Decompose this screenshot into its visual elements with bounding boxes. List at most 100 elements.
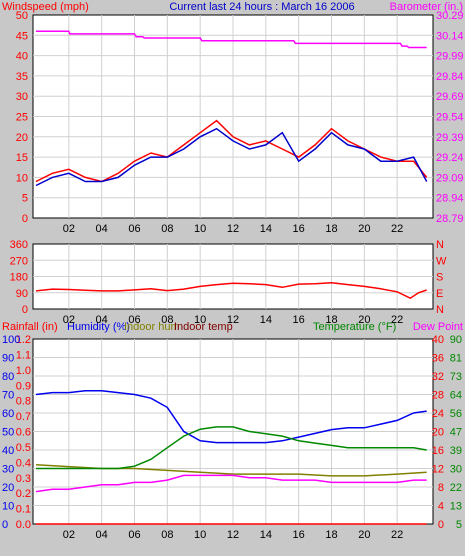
temp-fahrenheit-tick-label: 90	[450, 334, 462, 346]
x-tick-label: 20	[358, 223, 370, 235]
windspeed-tick-label: 5	[22, 193, 28, 205]
humidity-tick-label: 30	[2, 464, 14, 476]
x-tick-label: 22	[391, 529, 403, 541]
x-tick-label: 14	[260, 529, 272, 541]
legend-indoor-humidity: Indoor hum	[124, 321, 180, 333]
barometer-tick-label: 29.99	[436, 51, 464, 63]
windspeed-tick-label: 40	[16, 51, 28, 63]
x-tick-label: 16	[293, 529, 305, 541]
windspeed-tick-label: 25	[16, 112, 28, 124]
direction-tick-label: 180	[10, 272, 28, 284]
rainfall-tick-label: 0.3	[16, 473, 31, 485]
x-tick-label: 10	[194, 314, 206, 326]
windspeed-tick-label: 0	[22, 213, 28, 225]
rainfall-tick-label: 0.7	[16, 411, 31, 423]
compass-tick-label: E	[436, 288, 443, 300]
temp-fahrenheit-tick-label: 30	[450, 464, 462, 476]
temp-fahrenheit-tick-label: 22	[450, 482, 462, 494]
temp-celsius-tick-label: 4	[438, 501, 444, 513]
rainfall-tick-label: 0.4	[16, 457, 31, 469]
compass-tick-label: N	[436, 304, 444, 316]
temp-fahrenheit-tick-label: 47	[450, 427, 462, 439]
barometer-tick-label: 30.29	[436, 10, 464, 22]
temp-celsius-tick-label: 40	[432, 334, 444, 346]
rainfall-tick-label: 0.8	[16, 396, 31, 408]
compass-tick-label: W	[436, 255, 447, 267]
temp-celsius-tick-label: 24	[432, 408, 444, 420]
x-tick-label: 08	[161, 223, 173, 235]
legend-indoor-temp: Indoor temp	[174, 321, 233, 333]
temp-fahrenheit-tick-label: 81	[450, 353, 462, 365]
x-tick-label: 10	[194, 529, 206, 541]
x-tick-label: 10	[194, 223, 206, 235]
temp-celsius-tick-label: 12	[432, 464, 444, 476]
chart-title: Current last 24 hours : March 16 2006	[169, 1, 354, 13]
x-tick-label: 04	[96, 529, 108, 541]
direction-tick-label: 90	[16, 288, 28, 300]
legend-temperature: Temperature (°F)	[313, 321, 396, 333]
x-tick-label: 06	[128, 529, 140, 541]
barometer-axis-title: Barometer (in.)	[390, 1, 463, 13]
rainfall-tick-label: 0.1	[16, 504, 31, 516]
x-tick-label: 16	[293, 314, 305, 326]
barometer-line	[36, 30, 427, 49]
rainfall-tick-label: 1.1	[16, 349, 31, 361]
barometer-tick-label: 29.54	[436, 112, 464, 124]
temp-celsius-tick-label: 28	[432, 390, 444, 402]
x-tick-label: 18	[325, 314, 337, 326]
direction-tick-label: 360	[10, 239, 28, 251]
humidity-tick-label: 20	[2, 482, 14, 494]
wind-direction-line	[35, 282, 427, 300]
windspeed-tick-label: 35	[16, 71, 28, 83]
windspeed-tick-label: 30	[16, 91, 28, 103]
legend-dew-point: Dew Point	[413, 321, 463, 333]
compass-tick-label: S	[436, 272, 443, 284]
x-tick-label: 22	[391, 223, 403, 235]
compass-tick-label: N	[436, 239, 444, 251]
x-tick-label: 22	[391, 314, 403, 326]
humidity-tick-label: 0	[2, 519, 8, 531]
temp-fahrenheit-tick-label: 73	[450, 371, 462, 383]
x-tick-label: 18	[325, 223, 337, 235]
barometer-tick-label: 29.09	[436, 172, 464, 184]
x-tick-label: 20	[358, 529, 370, 541]
humidity-tick-label: 80	[2, 371, 14, 383]
temp-fahrenheit-tick-label: 13	[450, 501, 462, 513]
temp-fahrenheit-tick-label: 64	[450, 390, 462, 402]
data-series	[35, 30, 428, 525]
dew-point-line	[35, 474, 427, 493]
direction-tick-label: 270	[10, 255, 28, 267]
legend-rainfall: Rainfall (in)	[2, 321, 58, 333]
x-tick-label: 16	[293, 223, 305, 235]
windspeed-axis-title: Windspeed (mph)	[2, 1, 89, 13]
temp-fahrenheit-tick-label: 39	[450, 445, 462, 457]
temp-celsius-tick-label: 8	[438, 482, 444, 494]
windspeed-tick-label: 50	[16, 10, 28, 22]
temp-fahrenheit-tick-label: 5	[456, 519, 462, 531]
rainfall-tick-label: 0.9	[16, 380, 31, 392]
wind-grid	[33, 15, 433, 218]
direction-grid	[33, 244, 433, 309]
temp-fahrenheit-tick-label: 56	[450, 408, 462, 420]
humidity-line	[35, 390, 427, 444]
rainfall-tick-label: 1.0	[16, 365, 31, 377]
humidity-tick-label: 70	[2, 390, 14, 402]
rainfall-tick-label: 0.2	[16, 488, 31, 500]
rainfall-tick-label: 0.6	[16, 427, 31, 439]
x-tick-label: 12	[227, 223, 239, 235]
x-tick-label: 06	[128, 223, 140, 235]
x-tick-label: 02	[63, 529, 75, 541]
x-tick-label: 18	[325, 529, 337, 541]
x-tick-label: 12	[227, 314, 239, 326]
temp-celsius-tick-label: 16	[432, 445, 444, 457]
humidity-tick-label: 40	[2, 445, 14, 457]
temp-celsius-tick-label: 36	[432, 353, 444, 365]
humidity-tick-label: 60	[2, 408, 14, 420]
x-tick-label: 02	[63, 223, 75, 235]
x-tick-label: 04	[96, 314, 108, 326]
x-tick-label: 04	[96, 223, 108, 235]
windspeed-average-line	[35, 127, 428, 187]
barometer-tick-label: 29.39	[436, 132, 464, 144]
windspeed-tick-label: 20	[16, 132, 28, 144]
